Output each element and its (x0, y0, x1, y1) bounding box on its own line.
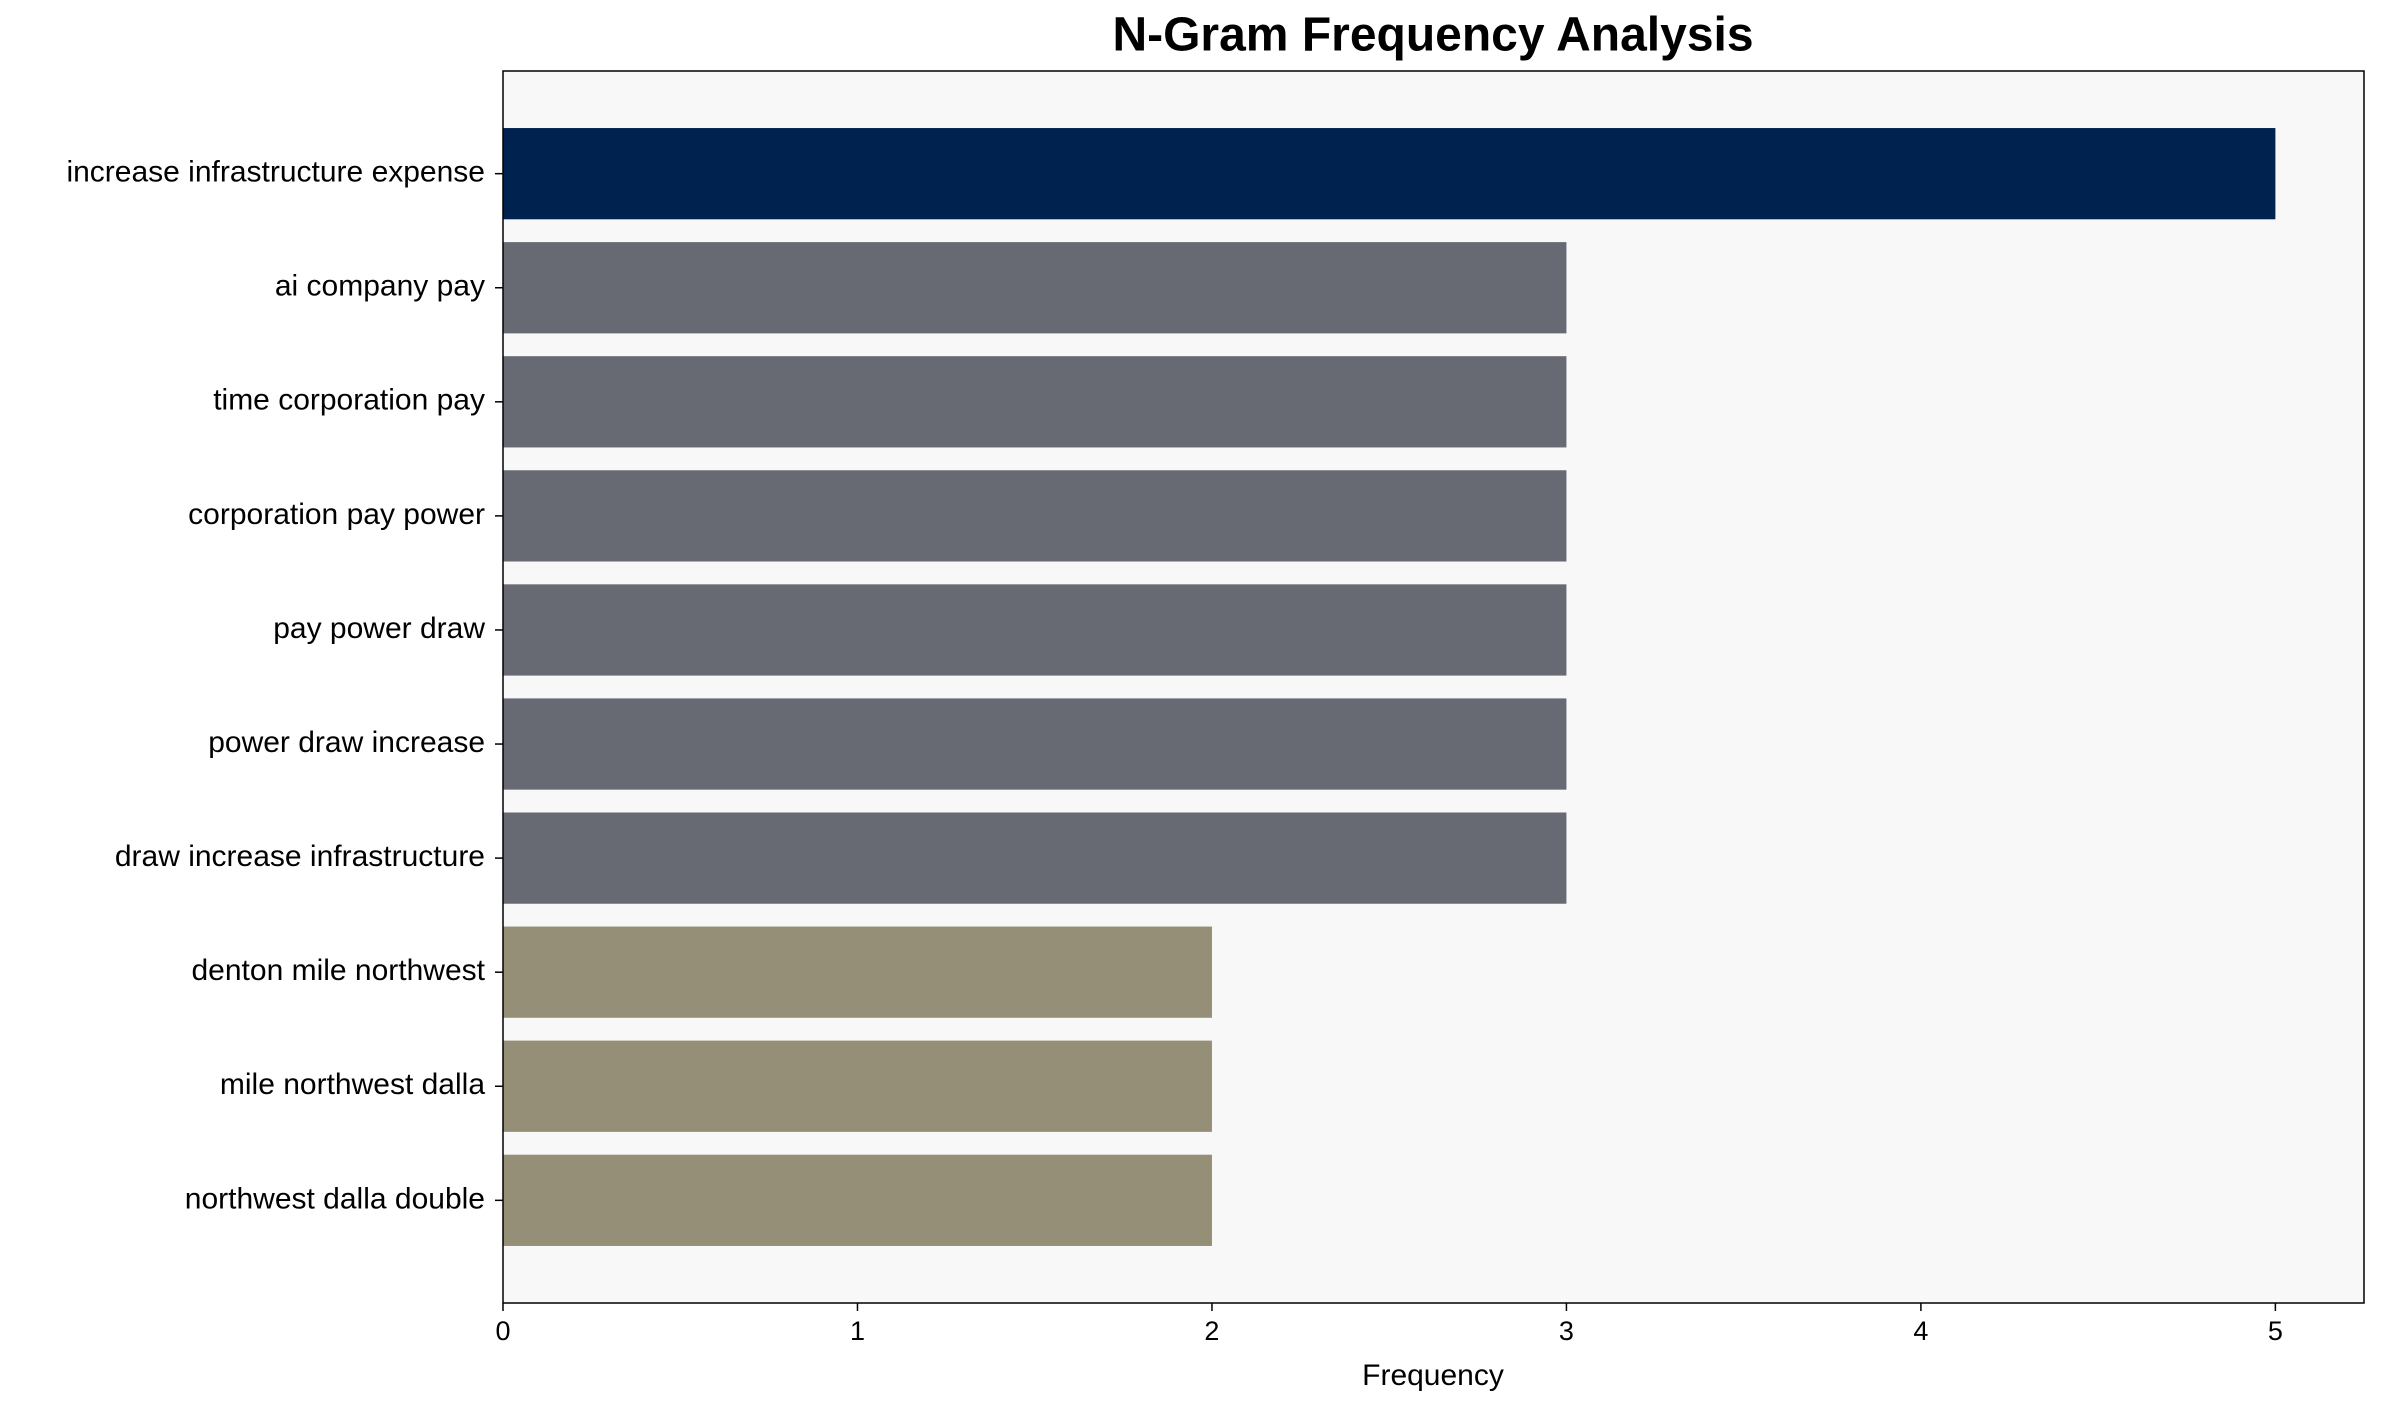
bar (503, 926, 1212, 1018)
bar (503, 1154, 1212, 1246)
bar (503, 584, 1567, 676)
y-tick-label: mile northwest dalla (220, 1068, 485, 1101)
bar (503, 356, 1567, 448)
y-tick-label: denton mile northwest (192, 954, 486, 987)
x-tick-label: 1 (850, 1316, 865, 1346)
x-tick-label: 5 (2268, 1316, 2283, 1346)
bar (503, 812, 1567, 904)
y-tick-label: northwest dalla double (185, 1182, 485, 1215)
x-tick-label: 0 (495, 1316, 510, 1346)
x-tick-label: 3 (1559, 1316, 1574, 1346)
x-axis-label: Frequency (1362, 1359, 1504, 1392)
bar (503, 1040, 1212, 1132)
chart-title: N-Gram Frequency Analysis (1112, 9, 1753, 62)
y-tick-label: draw increase infrastructure (115, 840, 485, 873)
y-tick-label: ai company pay (275, 270, 485, 303)
y-tick-label: corporation pay power (188, 498, 485, 531)
y-tick-label: power draw increase (208, 726, 485, 759)
y-tick-label: pay power draw (273, 612, 485, 645)
bar (503, 470, 1567, 562)
x-tick-label: 2 (1204, 1316, 1219, 1346)
bar (503, 128, 2276, 220)
x-tick-label: 4 (1913, 1316, 1928, 1346)
y-tick-label: increase infrastructure expense (66, 156, 485, 189)
bar (503, 698, 1567, 790)
plot-frame (502, 70, 2365, 1304)
bar (503, 242, 1567, 334)
y-tick-label: time corporation pay (213, 384, 485, 417)
